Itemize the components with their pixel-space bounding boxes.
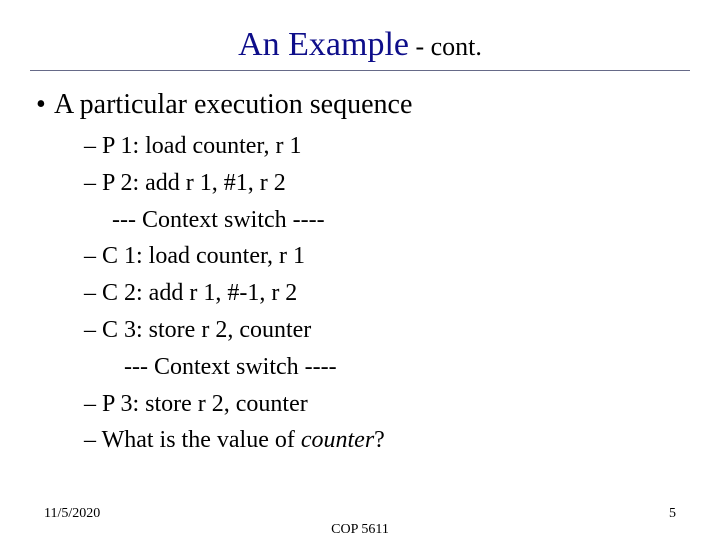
main-bullet: •A particular execution sequence — [36, 89, 690, 121]
footer-page: 5 — [669, 506, 676, 522]
slide-title: An Example - cont. — [30, 26, 690, 64]
bullet-text: A particular execution sequence — [54, 89, 412, 120]
list-item-question: – What is the value of counter? — [84, 423, 690, 458]
list-item: – P 3: store r 2, counter — [84, 387, 690, 422]
context-switch: --- Context switch ---- — [124, 350, 690, 385]
title-main: An Example — [238, 26, 409, 63]
question-suffix: ? — [374, 427, 385, 453]
list-item: – P 1: load counter, r 1 — [84, 129, 690, 164]
question-counter-word: counter — [301, 427, 374, 453]
question-prefix: – What is the value of — [84, 427, 301, 453]
list-item: – C 3: store r 2, counter — [84, 313, 690, 348]
list-item: – P 2: add r 1, #1, r 2 — [84, 166, 690, 201]
title-cont: - cont. — [409, 32, 482, 61]
title-divider — [30, 70, 690, 71]
list-item: – C 2: add r 1, #-1, r 2 — [84, 276, 690, 311]
footer-date: 11/5/2020 — [44, 506, 100, 522]
sub-list: – P 1: load counter, r 1 – P 2: add r 1,… — [84, 129, 690, 458]
footer-course: COP 5611 — [30, 522, 690, 538]
list-item: – C 1: load counter, r 1 — [84, 239, 690, 274]
context-switch: --- Context switch ---- — [112, 203, 690, 238]
slide-container: An Example - cont. •A particular executi… — [0, 0, 720, 540]
bullet-marker: • — [36, 89, 54, 121]
